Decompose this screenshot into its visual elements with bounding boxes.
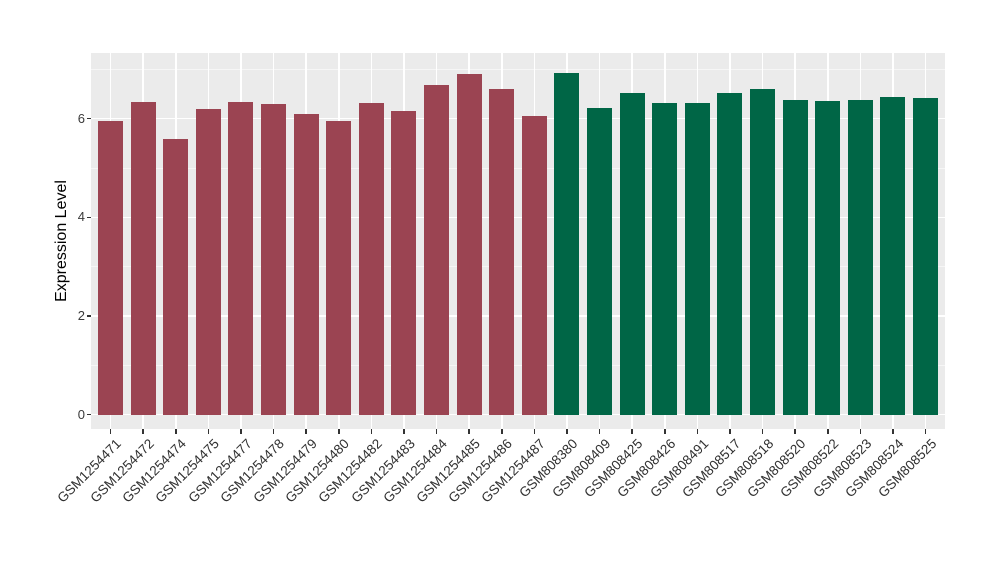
bar-GSM1254484 [424, 84, 450, 415]
x-tick-mark [435, 429, 438, 434]
bar-GSM1254479 [293, 114, 319, 415]
bar-GSM1254478 [261, 103, 287, 415]
x-tick-mark [403, 429, 405, 434]
x-tick-mark [305, 429, 307, 434]
x-tick-mark [142, 429, 144, 434]
y-tick-mark [86, 315, 91, 317]
x-tick-mark [175, 429, 177, 434]
x-tick-mark [240, 429, 242, 434]
minor-gridline [91, 68, 945, 70]
y-tick-label: 2 [77, 307, 85, 323]
x-tick-mark [598, 429, 601, 434]
x-tick-mark [794, 429, 796, 434]
x-tick-mark [761, 429, 764, 434]
major-gridline [91, 216, 945, 219]
bar-GSM808425 [619, 92, 645, 415]
y-tick-label: 0 [77, 406, 85, 422]
bar-GSM808517 [717, 93, 743, 415]
bar-GSM1254487 [521, 116, 547, 415]
minor-gridline [91, 364, 945, 366]
bar-GSM808525 [913, 97, 939, 415]
bar-GSM808491 [684, 102, 710, 415]
x-tick-mark [533, 429, 536, 434]
minor-gridline [91, 167, 945, 169]
x-tick-mark [729, 429, 731, 434]
bar-GSM1254471 [98, 121, 124, 415]
y-tick-mark [86, 413, 91, 416]
x-tick-mark [631, 429, 633, 434]
x-tick-mark [859, 429, 862, 434]
x-tick-mark [892, 429, 894, 434]
bar-GSM808380 [554, 73, 580, 415]
y-tick-mark [86, 117, 91, 120]
x-tick-mark [664, 429, 666, 434]
major-gridline [91, 117, 945, 120]
bar-GSM808520 [782, 99, 808, 415]
bar-GSM1254483 [391, 110, 417, 415]
x-tick-mark [468, 429, 470, 434]
y-tick-label: 6 [77, 110, 85, 126]
bar-GSM1254482 [358, 102, 384, 415]
bar-GSM1254486 [489, 89, 515, 415]
bar-GSM1254485 [456, 74, 482, 415]
x-tick-mark [338, 429, 340, 434]
major-gridline [91, 315, 945, 317]
x-tick-mark [207, 429, 210, 434]
bar-GSM1254475 [195, 109, 221, 415]
bar-GSM808522 [815, 100, 841, 415]
x-tick-mark [109, 429, 112, 434]
bar-GSM808523 [847, 100, 873, 415]
bar-GSM808524 [880, 97, 906, 415]
plot-panel [91, 53, 945, 429]
x-tick-mark [696, 429, 699, 434]
bar-GSM1254474 [163, 138, 189, 415]
minor-gridline [91, 266, 945, 268]
x-tick-mark [566, 429, 568, 434]
x-tick-mark [272, 429, 275, 434]
x-tick-mark [501, 429, 503, 434]
y-tick-label: 4 [77, 209, 85, 225]
x-tick-mark [827, 429, 829, 434]
bar-GSM1254472 [130, 102, 156, 415]
major-gridline [91, 413, 945, 416]
bar-GSM1254480 [326, 121, 352, 415]
y-axis-title: Expression Level [53, 180, 70, 302]
x-tick-mark [924, 429, 927, 434]
bar-GSM1254477 [228, 102, 254, 415]
y-tick-mark [86, 216, 91, 219]
bar-GSM808409 [587, 108, 613, 415]
bar-GSM808518 [750, 89, 776, 415]
x-tick-mark [370, 429, 373, 434]
bar-GSM808426 [652, 102, 678, 415]
